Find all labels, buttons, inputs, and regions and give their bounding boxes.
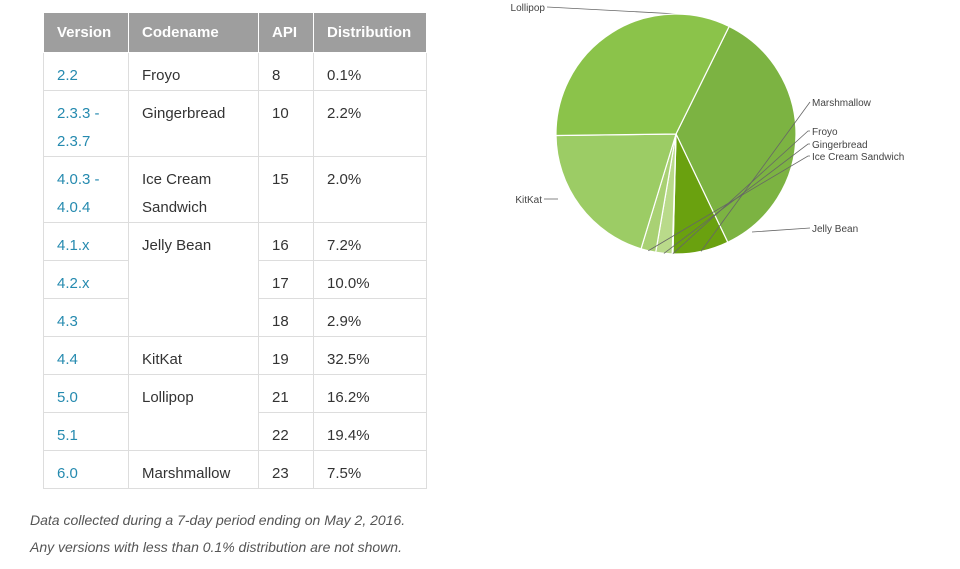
distribution-cell: 7.2% [313,222,427,261]
table-row: 4.4 KitKat 19 32.5% [43,336,427,375]
codename-cell: Ice Cream Sandwich [128,156,259,223]
slice-label-kitkat: KitKat [515,195,542,206]
api-cell: 17 [258,260,314,299]
slice-label-marshmallow: Marshmallow [812,98,872,109]
codename-cell: Marshmallow [128,450,259,489]
version-cell: 2.2 [43,52,129,91]
leader-line-jelly-bean [751,227,811,233]
table-row: 4.1.x Jelly Bean 16 7.2% [43,222,427,337]
codename-cell: KitKat [128,336,259,375]
version-cell: 6.0 [43,450,129,489]
distribution-cell: 0.1% [313,52,427,91]
slice-label-gingerbread: Gingerbread [812,140,868,151]
table-header-row: Version Codename API Distribution [43,12,427,53]
slice-label-lollipop: Lollipop [511,3,546,14]
codename-cell: Lollipop [128,374,259,451]
table-row: 2.3.3 -2.3.7 Gingerbread 10 2.2% [43,90,427,157]
slice-label-froyo: Froyo [812,127,838,138]
header-version: Version [43,12,129,53]
api-cell: 8 [258,52,314,91]
codename-cell: Gingerbread [128,90,259,157]
version-cell: 4.2.x [43,260,129,299]
version-cell: 4.1.x [43,222,129,261]
api-cell: 18 [258,298,314,337]
pie-slice-jelly-bean [555,133,677,250]
distribution-cell: 7.5% [313,450,427,489]
version-cell: 4.3 [43,298,129,337]
table-row: 4.2.x 17 10.0% [43,260,427,299]
leader-line-marshmallow [700,101,811,252]
header-codename: Codename [128,12,259,53]
api-cell: 21 [258,374,314,413]
table-row: 5.1 22 19.4% [43,412,427,451]
header-api: API [258,12,314,53]
codename-cell: Froyo [128,52,259,91]
distribution-cell: 16.2% [313,374,427,413]
api-cell: 23 [258,450,314,489]
slice-label-jelly-bean: Jelly Bean [812,224,858,235]
pie-slice-lollipop [675,25,797,244]
distribution-cell: 32.5% [313,336,427,375]
slice-label-ice-cream-sandwich: Ice Cream Sandwich [812,152,904,163]
api-cell: 10 [258,90,314,157]
version-cell: 4.4 [43,336,129,375]
distribution-cell: 2.0% [313,156,427,223]
table-row: 6.0 Marshmallow 23 7.5% [43,450,427,489]
distribution-cell: 2.2% [313,90,427,157]
leader-line-lollipop [546,6,679,15]
leader-line-gingerbread [663,143,810,254]
leader-line-ice-cream-sandwich [648,155,810,252]
version-cell: 2.3.3 -2.3.7 [43,90,129,157]
version-cell: 5.1 [43,412,129,451]
codename-cell: Jelly Bean [128,222,259,337]
table-row: 4.0.3 -4.0.4 Ice Cream Sandwich 15 2.0% [43,156,427,223]
version-cell: 5.0 [43,374,129,413]
api-cell: 19 [258,336,314,375]
table-row: 2.2 Froyo 8 0.1% [43,52,427,91]
distribution-cell: 2.9% [313,298,427,337]
version-cell: 4.0.3 -4.0.4 [43,156,129,223]
pie-slice-kitkat [555,13,730,137]
distribution-cell: 10.0% [313,260,427,299]
footnote-collection-period: Data collected during a 7-day period end… [30,512,406,528]
distribution-cell: 19.4% [313,412,427,451]
api-cell: 16 [258,222,314,261]
header-distribution: Distribution [313,12,427,53]
table-row: 5.0 Lollipop 21 16.2% [43,374,427,451]
distribution-table: Version Codename API Distribution 2.2 Fr… [43,12,427,489]
api-cell: 22 [258,412,314,451]
footnote-threshold: Any versions with less than 0.1% distrib… [30,539,402,555]
api-cell: 15 [258,156,314,223]
table-row: 4.3 18 2.9% [43,298,427,337]
